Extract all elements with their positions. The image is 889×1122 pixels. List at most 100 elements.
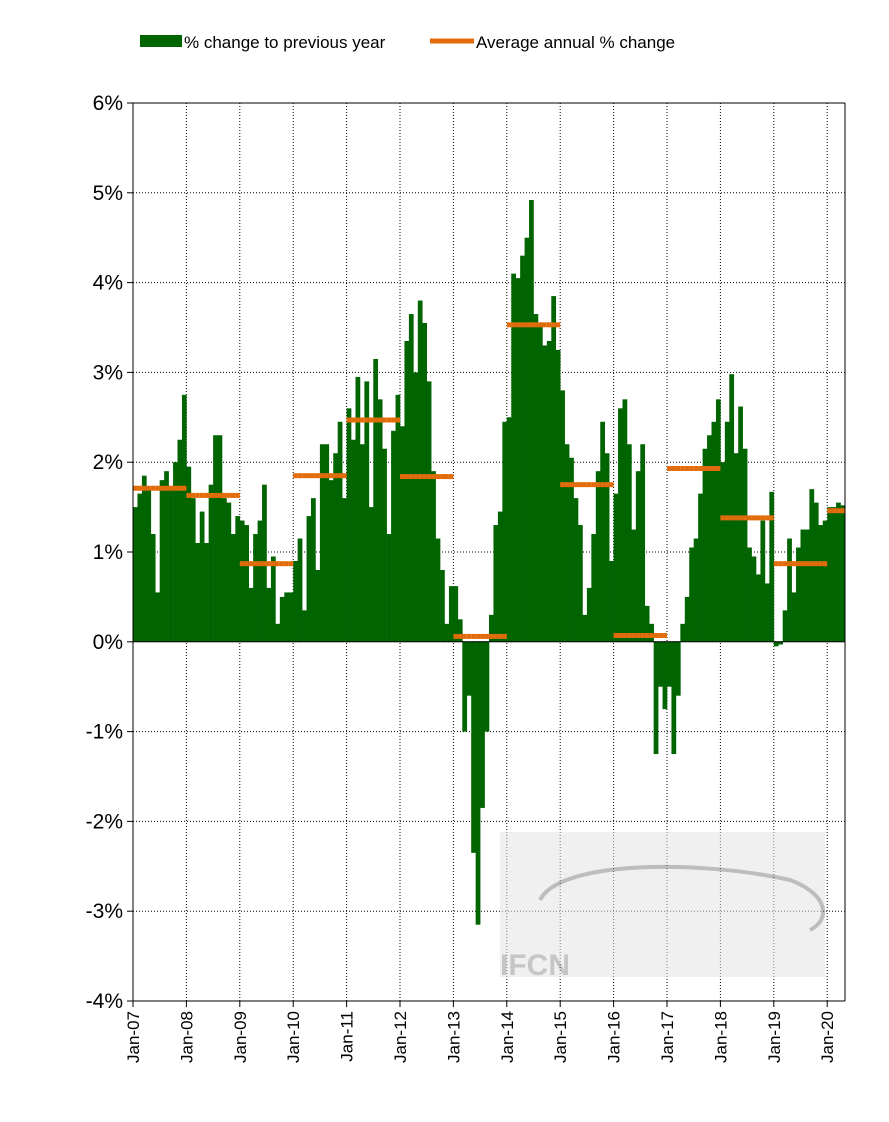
- bar: [635, 471, 641, 642]
- bar: [462, 641, 468, 732]
- bar: [569, 457, 574, 642]
- bar: [724, 421, 730, 642]
- bar: [560, 390, 565, 642]
- bar: [351, 439, 356, 642]
- bar: [658, 641, 663, 687]
- bar: [551, 296, 557, 642]
- bar: [319, 444, 325, 642]
- bar: [471, 641, 476, 853]
- bar: [707, 435, 712, 642]
- bar: [159, 480, 165, 642]
- bar: [693, 538, 699, 642]
- bar: [511, 273, 516, 642]
- bar: [186, 466, 192, 642]
- bar: [729, 374, 735, 642]
- x-tick-label: Jan-20: [818, 1011, 837, 1063]
- bar: [213, 435, 218, 642]
- bar: [155, 592, 160, 642]
- bar: [591, 534, 597, 642]
- bar: [662, 641, 668, 710]
- bar: [448, 586, 454, 642]
- y-tick-label: 0%: [93, 631, 123, 654]
- bar: [426, 381, 432, 642]
- bar: [306, 516, 312, 642]
- bar: [457, 619, 463, 642]
- bar: [257, 520, 263, 642]
- legend-label: Average annual % change: [476, 33, 675, 52]
- bar: [440, 569, 445, 642]
- bar: [827, 507, 832, 642]
- bar: [484, 641, 490, 732]
- y-tick-label: 3%: [93, 361, 123, 384]
- bar: [444, 623, 450, 642]
- bar: [524, 237, 530, 642]
- y-tick-label: -4%: [86, 990, 123, 1013]
- bar: [769, 491, 775, 642]
- bar: [720, 462, 726, 642]
- bar: [684, 596, 690, 642]
- bar: [680, 623, 686, 642]
- bar: [222, 498, 227, 642]
- bar: [239, 520, 245, 642]
- legend-label: % change to previous year: [184, 33, 386, 52]
- bar: [199, 511, 205, 642]
- bar: [537, 323, 543, 642]
- bar: [760, 520, 766, 642]
- bar: [208, 484, 214, 642]
- bar: [818, 525, 824, 642]
- bar: [631, 529, 637, 642]
- bar: [502, 421, 508, 642]
- watermark: IFCN: [500, 832, 826, 982]
- y-tick-label: 6%: [93, 92, 123, 115]
- x-tick-label: Jan-18: [711, 1011, 730, 1063]
- bar: [284, 592, 290, 642]
- bar: [359, 444, 365, 642]
- x-tick-label: Jan-07: [124, 1011, 143, 1063]
- bar: [533, 314, 539, 642]
- bar: [546, 340, 552, 642]
- x-tick-label: Jan-11: [338, 1011, 357, 1062]
- x-tick-label: Jan-09: [231, 1011, 250, 1063]
- bar: [595, 471, 601, 642]
- bar: [698, 493, 703, 642]
- bar: [311, 498, 316, 642]
- bar: [529, 199, 534, 642]
- bar: [164, 471, 169, 642]
- x-tick-label: Jan-13: [444, 1011, 463, 1063]
- bar: [302, 610, 307, 642]
- bar: [671, 641, 677, 755]
- bar: [275, 623, 281, 642]
- bar: [391, 430, 396, 642]
- bar: [266, 587, 272, 642]
- watermark-map: [500, 832, 825, 977]
- bar: [796, 547, 801, 642]
- bar: [711, 421, 717, 642]
- y-tick-label: -3%: [86, 900, 123, 923]
- bar: [506, 417, 512, 642]
- bar: [431, 471, 436, 642]
- bar: [230, 534, 236, 642]
- bar: [644, 605, 650, 642]
- x-tick-label: Jan-08: [177, 1011, 196, 1063]
- bar: [800, 529, 806, 642]
- bar: [604, 453, 610, 642]
- bar: [840, 505, 846, 642]
- x-tick-label: Jan-19: [765, 1011, 784, 1063]
- x-tick-label: Jan-14: [498, 1011, 517, 1063]
- bar: [778, 641, 783, 645]
- bar: [822, 520, 828, 642]
- bar: [702, 448, 708, 642]
- bar: [653, 641, 659, 755]
- x-tick-label: Jan-12: [391, 1011, 410, 1063]
- bar: [226, 502, 232, 642]
- bar: [836, 502, 841, 642]
- bar: [787, 538, 792, 642]
- bar: [137, 493, 143, 642]
- bar: [751, 556, 757, 642]
- bar: [413, 372, 419, 642]
- bar: [168, 489, 174, 642]
- bar: [622, 399, 628, 642]
- bar: [342, 498, 347, 642]
- bar: [493, 525, 499, 642]
